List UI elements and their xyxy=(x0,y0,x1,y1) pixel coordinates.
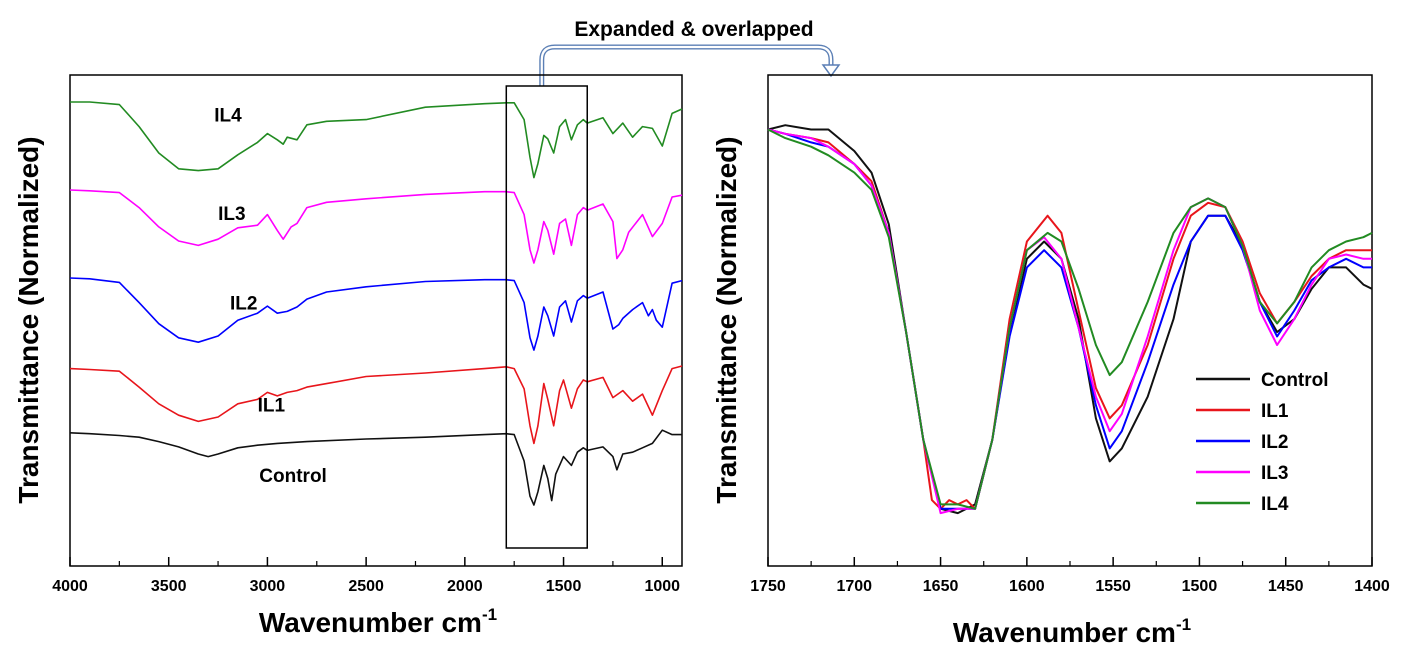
series-label-il3: IL3 xyxy=(218,204,245,225)
x-tick-label: 1400 xyxy=(1354,578,1390,595)
x-tick-label: 1650 xyxy=(923,578,959,595)
series-label-il4: IL4 xyxy=(214,105,242,126)
y-axis-label: Transmittance (Normalized) xyxy=(711,136,742,503)
series-line-il2 xyxy=(69,277,683,351)
plot-frame xyxy=(767,74,1373,567)
inset-region-box xyxy=(505,85,588,549)
legend-label-il1: IL1 xyxy=(1261,401,1289,422)
x-tick-label: 1600 xyxy=(1009,578,1045,595)
connector-arrowhead xyxy=(821,64,841,78)
plot-frame xyxy=(69,74,683,567)
legend-label-il4: IL4 xyxy=(1261,494,1289,515)
x-tick-label: 3500 xyxy=(151,578,187,595)
y-axis-label: Transmittance (Normalized) xyxy=(13,136,44,503)
x-axis-label: Wavenumber cm-1 xyxy=(953,615,1191,645)
x-tick-label: 1500 xyxy=(1182,578,1218,595)
connector-outline xyxy=(539,44,834,86)
x-tick-label: 3000 xyxy=(250,578,286,595)
x-tick-label: 1000 xyxy=(644,578,680,595)
series-label-il1: IL1 xyxy=(258,396,286,417)
x-axis-label: Wavenumber cm-1 xyxy=(259,605,497,638)
x-tick-label: 1500 xyxy=(546,578,582,595)
series-line-il4 xyxy=(70,101,683,179)
legend-label-il2: IL2 xyxy=(1261,432,1288,453)
connector-inner xyxy=(540,45,833,86)
x-tick-label: 2500 xyxy=(348,578,384,595)
expanded-spectrum-chart: Control IL1 IL2 IL3 IL4 1750 1700 1650 1600 1550 1… xyxy=(711,74,1390,645)
series-line-il3 xyxy=(767,128,1372,515)
x-tick-label: 4000 xyxy=(52,578,88,595)
expand-arrow xyxy=(539,44,841,86)
series-line-il4 xyxy=(767,128,1373,510)
series-label-il2: IL2 xyxy=(230,294,257,315)
x-tick-label: 1700 xyxy=(836,578,872,595)
x-tick-label: 1450 xyxy=(1268,578,1304,595)
series-line-control xyxy=(69,429,682,506)
series-line-il1 xyxy=(69,365,683,445)
x-tick-label: 2000 xyxy=(447,578,483,595)
legend-label-il3: IL3 xyxy=(1261,463,1288,484)
series-label-control: Control xyxy=(259,466,327,487)
full-spectrum-chart: IL4 IL3 IL2 IL1 Control 4000 3500 3000 2500 2000 1… xyxy=(13,74,683,638)
x-tick-label: 1750 xyxy=(750,578,786,595)
figure-title: Expanded & overlapped xyxy=(574,18,813,41)
x-tick-label: 1550 xyxy=(1095,578,1131,595)
legend-label-control: Control xyxy=(1261,370,1329,391)
series-line-il3 xyxy=(69,189,683,264)
